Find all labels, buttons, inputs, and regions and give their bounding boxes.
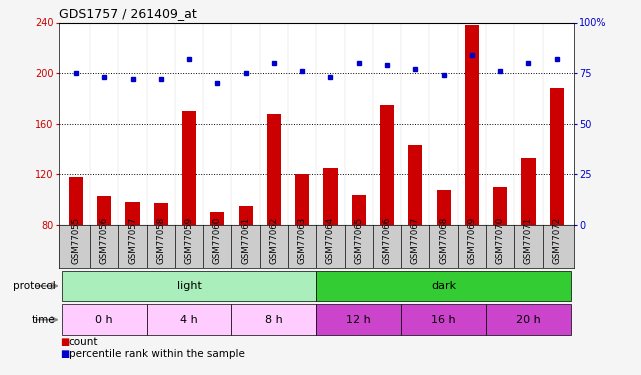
Text: GSM77066: GSM77066 bbox=[383, 217, 392, 264]
Bar bbox=[295, 174, 309, 225]
Bar bbox=[316, 304, 401, 335]
Bar bbox=[147, 304, 231, 335]
Bar bbox=[486, 304, 571, 335]
Bar bbox=[238, 206, 253, 225]
Text: 20 h: 20 h bbox=[516, 315, 541, 325]
Bar bbox=[352, 195, 366, 225]
Bar bbox=[126, 202, 140, 225]
Text: ■: ■ bbox=[60, 338, 69, 347]
Text: GSM77058: GSM77058 bbox=[156, 217, 165, 264]
Bar bbox=[316, 271, 571, 301]
Bar bbox=[62, 304, 147, 335]
Text: dark: dark bbox=[431, 281, 456, 291]
Text: GSM77056: GSM77056 bbox=[100, 217, 109, 264]
Bar bbox=[437, 190, 451, 225]
Text: protocol: protocol bbox=[13, 281, 56, 291]
Text: GSM77070: GSM77070 bbox=[495, 217, 504, 264]
Bar bbox=[267, 114, 281, 225]
Text: GSM77069: GSM77069 bbox=[467, 217, 476, 264]
Text: GDS1757 / 261409_at: GDS1757 / 261409_at bbox=[59, 7, 197, 20]
Bar bbox=[154, 204, 168, 225]
Bar bbox=[324, 168, 338, 225]
Bar bbox=[401, 304, 486, 335]
Bar bbox=[521, 158, 535, 225]
Bar bbox=[493, 187, 507, 225]
Bar bbox=[549, 88, 564, 225]
Text: GSM77057: GSM77057 bbox=[128, 217, 137, 264]
Text: 4 h: 4 h bbox=[180, 315, 198, 325]
Text: percentile rank within the sample: percentile rank within the sample bbox=[69, 350, 244, 359]
Bar bbox=[380, 105, 394, 225]
Text: GSM77065: GSM77065 bbox=[354, 217, 363, 264]
Text: GSM77072: GSM77072 bbox=[553, 217, 562, 264]
Text: GSM77061: GSM77061 bbox=[241, 217, 250, 264]
Bar bbox=[69, 177, 83, 225]
Bar bbox=[465, 25, 479, 225]
Text: light: light bbox=[177, 281, 201, 291]
Text: GSM77059: GSM77059 bbox=[185, 217, 194, 264]
Text: 8 h: 8 h bbox=[265, 315, 283, 325]
Text: GSM77071: GSM77071 bbox=[524, 217, 533, 264]
Text: GSM77068: GSM77068 bbox=[439, 217, 448, 264]
Bar bbox=[62, 271, 316, 301]
Text: GSM77067: GSM77067 bbox=[411, 217, 420, 264]
Bar bbox=[231, 304, 316, 335]
Bar bbox=[210, 212, 224, 225]
Bar bbox=[97, 196, 112, 225]
Text: 16 h: 16 h bbox=[431, 315, 456, 325]
Text: GSM77064: GSM77064 bbox=[326, 217, 335, 264]
Text: ■: ■ bbox=[60, 350, 69, 359]
Text: 0 h: 0 h bbox=[96, 315, 113, 325]
Text: GSM77055: GSM77055 bbox=[71, 217, 80, 264]
Text: time: time bbox=[32, 315, 56, 325]
Text: GSM77060: GSM77060 bbox=[213, 217, 222, 264]
Text: 12 h: 12 h bbox=[346, 315, 371, 325]
Text: GSM77063: GSM77063 bbox=[297, 217, 306, 264]
Bar bbox=[182, 111, 196, 225]
Text: GSM77062: GSM77062 bbox=[269, 217, 278, 264]
Bar bbox=[408, 145, 422, 225]
Text: count: count bbox=[69, 338, 98, 347]
